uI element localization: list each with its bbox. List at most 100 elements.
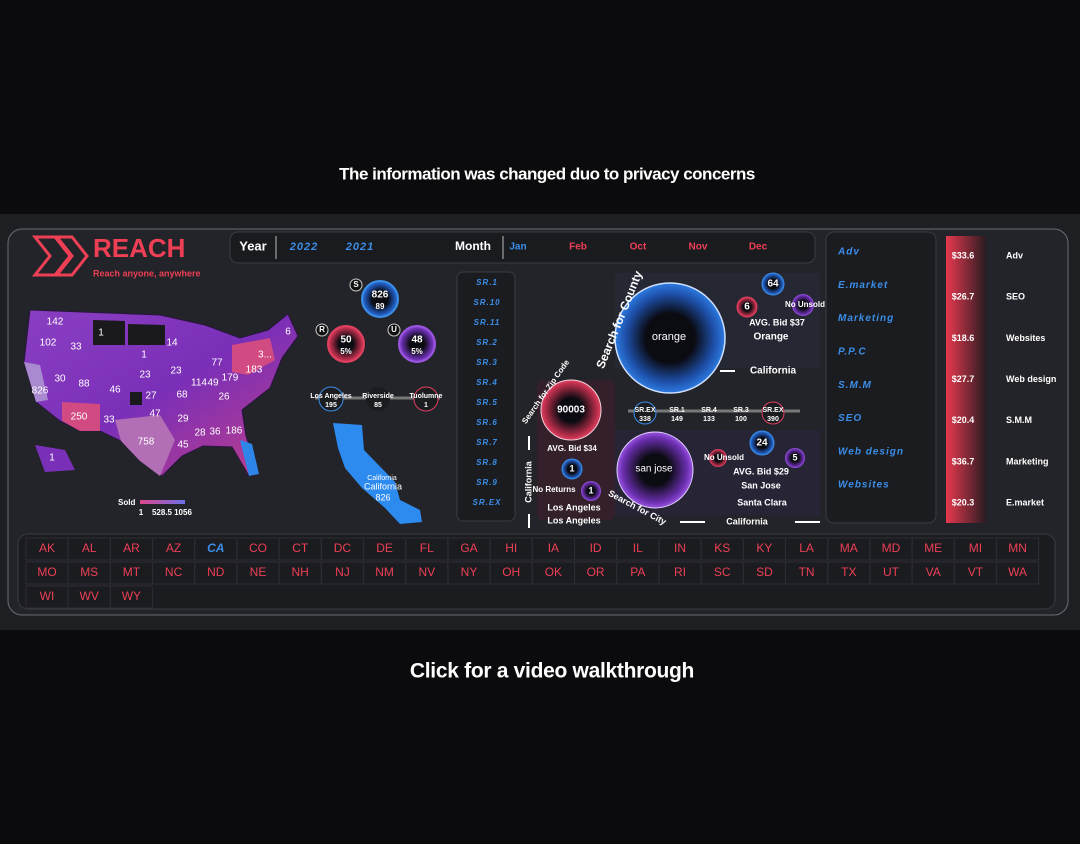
year-label: Year (239, 238, 266, 253)
state-option[interactable]: NJ (335, 565, 350, 579)
sr-option[interactable]: SR.7 (476, 438, 498, 447)
sr-option[interactable]: SR.9 (476, 478, 498, 487)
state-option[interactable]: NV (418, 565, 435, 579)
sr-option[interactable]: SR.4 (476, 378, 498, 387)
map-label: 250 (71, 412, 88, 423)
state-option[interactable]: IN (674, 541, 686, 555)
category-option[interactable]: E.market (838, 280, 888, 291)
state-option[interactable]: LA (799, 541, 814, 555)
state-option[interactable]: TX (841, 565, 856, 579)
state-option[interactable]: SD (756, 565, 773, 579)
state-option[interactable]: KY (756, 541, 772, 555)
sr-bubble-value: 338 (639, 416, 651, 423)
state-option[interactable]: VA (926, 565, 941, 579)
state-option[interactable]: NC (165, 565, 183, 579)
state-option[interactable]: NM (375, 565, 394, 579)
state-option[interactable]: MA (840, 541, 858, 555)
category-option[interactable]: Adv (837, 247, 860, 258)
county-circle[interactable] (614, 282, 726, 394)
metric-value: 48 (411, 335, 423, 346)
sr-option[interactable]: SR.EX (472, 498, 501, 507)
state-option[interactable]: KS (714, 541, 730, 555)
state-option[interactable]: MT (123, 565, 141, 579)
month-option[interactable]: Oct (630, 242, 647, 253)
state-option[interactable]: WV (80, 589, 99, 603)
state-option[interactable]: OR (587, 565, 605, 579)
state-option[interactable]: OH (502, 565, 520, 579)
sr-option[interactable]: SR.8 (476, 458, 498, 467)
year-option[interactable]: 2021 (345, 241, 374, 253)
california-map[interactable] (333, 423, 422, 524)
county-bid: AVG. Bid $37 (749, 317, 805, 327)
state-option[interactable]: AZ (166, 541, 181, 555)
category-option[interactable]: Marketing (838, 313, 894, 324)
month-option[interactable]: Dec (749, 242, 768, 253)
month-option[interactable]: Jan (509, 242, 526, 253)
month-option[interactable]: Feb (569, 242, 587, 253)
state-option[interactable]: MS (80, 565, 98, 579)
month-option[interactable]: Nov (689, 242, 708, 253)
bid-strip (946, 236, 986, 523)
category-option[interactable]: P.P.C (838, 347, 867, 358)
video-link[interactable]: Click for a video walkthrough (410, 660, 694, 683)
state-option[interactable]: TN (799, 565, 815, 579)
state-option[interactable]: ID (590, 541, 602, 555)
state-option[interactable]: RI (674, 565, 686, 579)
state-option[interactable]: MD (882, 541, 901, 555)
state-option[interactable]: DE (376, 541, 393, 555)
year-option[interactable]: 2022 (289, 241, 318, 253)
city-status: No Unsold (704, 453, 744, 462)
category-option[interactable]: S.M.M (838, 380, 872, 391)
sr-option[interactable]: SR.2 (476, 338, 498, 347)
state-option[interactable]: MI (969, 541, 982, 555)
state-option[interactable]: MO (37, 565, 56, 579)
sr-option[interactable]: SR.1 (476, 278, 498, 287)
state-option[interactable]: ME (924, 541, 942, 555)
sr-option[interactable]: SR.3 (476, 358, 498, 367)
county-status: No Unsold (785, 300, 825, 309)
state-option[interactable]: WY (122, 589, 141, 603)
zip-circle[interactable] (540, 379, 602, 441)
category-option[interactable]: SEO (838, 413, 862, 424)
state-option[interactable]: CT (292, 541, 309, 555)
state-option[interactable]: SC (714, 565, 731, 579)
county-status-ring (792, 294, 814, 316)
sr-option[interactable]: SR.6 (476, 418, 498, 427)
map-label: 186 (226, 426, 243, 437)
state-option[interactable]: PA (630, 565, 645, 579)
metric-ring[interactable] (327, 325, 365, 363)
city-count-ring (749, 430, 775, 456)
category-option[interactable]: Websites (838, 480, 890, 491)
sr-option[interactable]: SR.10 (473, 298, 500, 307)
state-option[interactable]: IA (548, 541, 559, 555)
state-option[interactable]: DC (334, 541, 352, 555)
state-option[interactable]: MN (1008, 541, 1027, 555)
city-circle[interactable] (616, 431, 694, 509)
state-option[interactable]: AK (39, 541, 55, 555)
state-option[interactable]: NH (292, 565, 309, 579)
state-option[interactable]: IL (633, 541, 643, 555)
state-option[interactable]: CA (207, 541, 224, 555)
state-option[interactable]: UT (883, 565, 900, 579)
state-option[interactable]: AL (82, 541, 97, 555)
state-option[interactable]: WI (40, 589, 55, 603)
state-option[interactable]: ND (207, 565, 225, 579)
state-option[interactable]: VT (968, 565, 984, 579)
bid-value: $26.7 (952, 292, 975, 302)
city-count: 24 (756, 438, 768, 449)
state-option[interactable]: HI (505, 541, 517, 555)
state-option[interactable]: GA (460, 541, 477, 555)
state-option[interactable]: OK (545, 565, 562, 579)
metric-ring[interactable] (361, 280, 399, 318)
state-option[interactable]: NE (250, 565, 267, 579)
state-option[interactable]: NY (461, 565, 478, 579)
legend-max: 1056 (174, 508, 192, 517)
metric-ring[interactable] (398, 325, 436, 363)
state-option[interactable]: CO (249, 541, 267, 555)
category-option[interactable]: Web design (838, 446, 904, 457)
sr-option[interactable]: SR.5 (476, 398, 498, 407)
state-option[interactable]: WA (1008, 565, 1027, 579)
state-option[interactable]: AR (123, 541, 140, 555)
sr-option[interactable]: SR.11 (474, 318, 501, 327)
state-option[interactable]: FL (420, 541, 434, 555)
